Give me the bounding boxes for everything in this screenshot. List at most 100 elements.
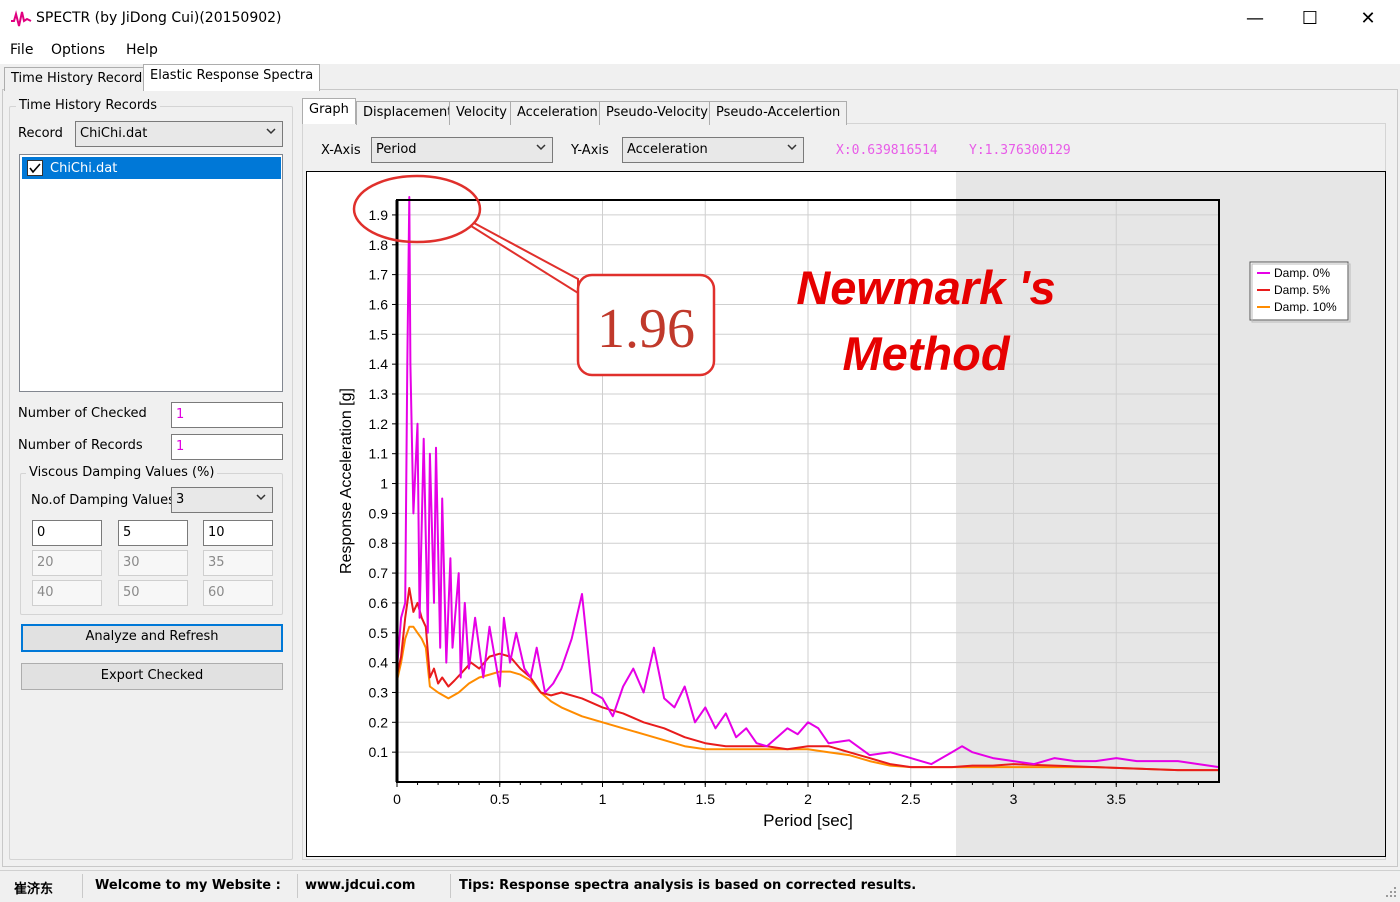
x-tick-label: 3: [1010, 791, 1018, 807]
damping-group-title: Viscous Damping Values (%): [26, 465, 218, 480]
damping-field-2[interactable]: 5: [118, 520, 188, 546]
y-tick-label: 0.1: [369, 744, 389, 760]
x-tick-label: 1: [599, 791, 607, 807]
window-title: SPECTR (by JiDong Cui)(20150902): [36, 10, 282, 26]
list-item[interactable]: [22, 157, 281, 179]
record-select[interactable]: ChiChi.dat: [75, 121, 283, 147]
records-count-label: Number of Records: [18, 438, 143, 453]
record-label: Record: [18, 126, 63, 141]
status-tips: Tips: Response spectra analysis is based…: [459, 878, 917, 893]
checked-count-field: 1: [171, 402, 283, 428]
export-checked-button[interactable]: Export Checked: [21, 663, 283, 690]
x-axis-select-value: Period: [376, 142, 417, 157]
damping-field-9: 60: [203, 580, 273, 606]
damping-field-6: 35: [203, 550, 273, 576]
damping-field-4: 20: [32, 550, 102, 576]
y-tick-label: 0.8: [369, 535, 389, 551]
checked-count-label: Number of Checked: [18, 406, 147, 421]
series-damp-0: [396, 196, 1220, 769]
annotation-title-line2: Method: [842, 327, 1010, 380]
annotation-title-line1: Newmark 's: [796, 261, 1055, 314]
records-group-title: Time History Records: [16, 98, 161, 113]
resize-grip-icon[interactable]: [1384, 885, 1398, 899]
tab-graph[interactable]: Graph: [302, 98, 356, 124]
x-axis-label: X-Axis: [321, 143, 361, 158]
legend-label-damp0: Damp. 0%: [1274, 266, 1330, 280]
damping-field-5: 30: [118, 550, 188, 576]
y-tick-label: 1.2: [369, 416, 389, 432]
cursor-y-readout: Y:1.376300129: [969, 143, 1071, 158]
record-checkbox[interactable]: [27, 160, 43, 176]
close-button[interactable]: ✕: [1360, 8, 1376, 29]
damping-field-3[interactable]: 10: [203, 520, 273, 546]
tab-displacement[interactable]: Displacement: [356, 101, 460, 125]
y-tick-label: 1.3: [369, 386, 389, 402]
minimize-button[interactable]: —: [1246, 8, 1264, 29]
peak-highlight-ellipse: [352, 174, 482, 244]
y-tick-label: 1.9: [369, 207, 389, 223]
x-axis-select[interactable]: Period: [371, 137, 553, 163]
y-tick-label: 0.3: [369, 684, 389, 700]
y-tick-label: 1.8: [369, 237, 389, 253]
callout-box: [576, 273, 716, 377]
y-tick-label: 0.9: [369, 505, 389, 521]
analyze-refresh-button[interactable]: Analyze and Refresh: [21, 624, 283, 652]
status-author-name: 崔济东: [14, 882, 54, 897]
y-tick-label: 1.7: [369, 267, 389, 283]
status-welcome: Welcome to my Website :: [95, 878, 281, 893]
y-tick-label: 1.6: [369, 296, 389, 312]
menu-bar: [0, 38, 1400, 64]
y-tick-label: 0.5: [369, 625, 389, 641]
x-tick-label: 1.5: [696, 791, 716, 807]
x-tick-label: 0: [393, 791, 401, 807]
records-list[interactable]: [19, 154, 283, 392]
chevron-down-icon: [787, 144, 797, 151]
status-bar: [0, 870, 1400, 902]
tab-velocity[interactable]: Velocity: [449, 101, 514, 125]
y-tick-label: 0.7: [369, 565, 389, 581]
damping-field-8: 50: [118, 580, 188, 606]
check-icon: [29, 163, 41, 174]
num-damping-label: No.of Damping Values: [31, 493, 175, 508]
x-axis-title: Period [sec]: [763, 811, 853, 830]
tab-pseudo-velocity[interactable]: Pseudo-Velocity: [599, 101, 715, 125]
num-damping-select-value: 3: [176, 492, 185, 507]
chevron-down-icon: [266, 128, 276, 135]
y-axis-select-value: Acceleration: [627, 142, 708, 157]
tab-time-history-records[interactable]: Time History Records: [4, 67, 157, 91]
num-damping-select[interactable]: 3: [171, 487, 273, 513]
x-tick-label: 0.5: [490, 791, 510, 807]
series-damp-5: [396, 587, 1219, 772]
damping-field-7: 40: [32, 580, 102, 606]
response-spectrum-chart[interactable]: 0.1 0.2 0.3 0.4 0.5 0.6 0.7 0.8 0.9 1 1.1 1.2 1.3 1.4…: [306, 171, 1386, 857]
x-tick-label: 2.5: [901, 791, 921, 807]
y-axis-select[interactable]: Acceleration: [622, 137, 804, 163]
status-separator: [450, 874, 451, 898]
maximize-button[interactable]: ☐: [1301, 8, 1319, 29]
chart-legend: Damp. 0% Damp. 5% Damp. 10%: [1249, 261, 1351, 323]
menu-options[interactable]: Options: [51, 42, 106, 58]
y-tick-label: 1: [380, 476, 388, 492]
chevron-down-icon: [256, 494, 266, 501]
tab-elastic-response-spectra[interactable]: Elastic Response Spectra: [143, 64, 321, 91]
status-separator: [297, 874, 298, 898]
legend-label-damp5: Damp. 5%: [1274, 283, 1330, 297]
y-tick-label: 1.1: [369, 446, 389, 462]
cursor-x-readout: X:0.639816514: [836, 143, 938, 158]
y-tick-label: 0.6: [369, 595, 389, 611]
records-count-field: 1: [171, 434, 283, 460]
tab-pseudo-acceleration[interactable]: Pseudo-Accelertion: [709, 101, 848, 125]
record-select-value: ChiChi.dat: [80, 126, 148, 141]
callout-value: 1.96: [597, 298, 695, 360]
chevron-down-icon: [536, 144, 546, 151]
x-tick-label: 2: [804, 791, 812, 807]
menu-file[interactable]: File: [10, 42, 34, 58]
damping-field-1[interactable]: 0: [32, 520, 102, 546]
y-axis-label: Y-Axis: [571, 143, 609, 158]
tab-acceleration[interactable]: Acceleration: [510, 101, 605, 125]
y-axis-title: Response Acceleration [g]: [338, 388, 355, 574]
status-website-link[interactable]: www.jdcui.com: [305, 878, 416, 893]
title-bar: [0, 0, 1400, 38]
x-tick-label: 3.5: [1107, 791, 1127, 807]
menu-help[interactable]: Help: [126, 42, 158, 58]
